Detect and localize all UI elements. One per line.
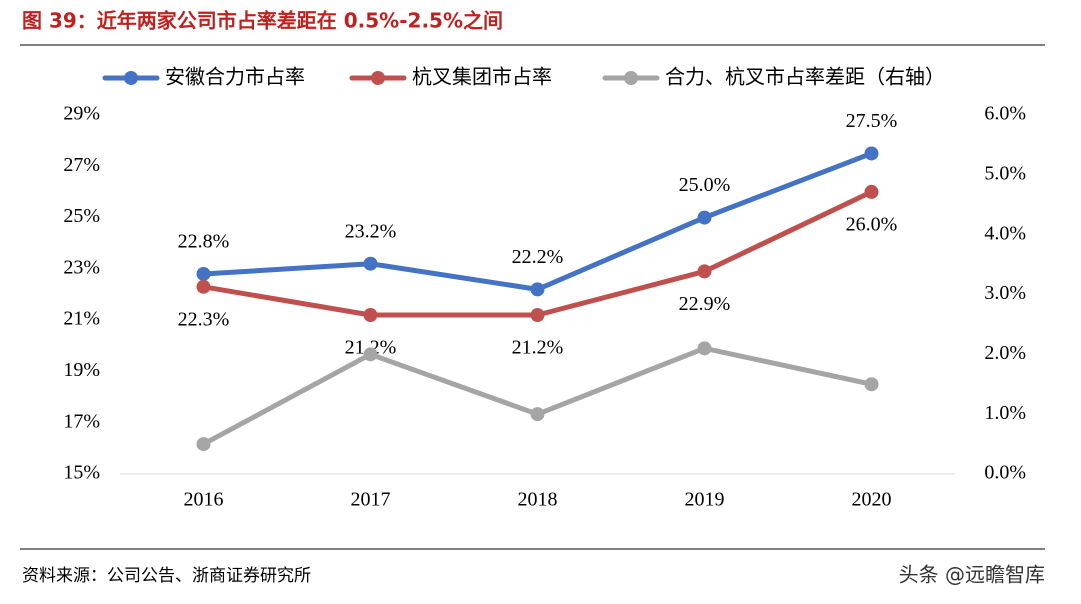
watermark: 头条 @远瞻智库 [899, 563, 1045, 587]
data-point [530, 282, 545, 297]
legend-marker [371, 71, 385, 85]
data-point [196, 266, 211, 281]
data-point [864, 184, 879, 199]
data-label: 23.2% [345, 220, 397, 242]
data-point [864, 377, 879, 392]
y2-tick-label: 6.0% [984, 103, 1026, 125]
data-label: 27.5% [846, 110, 898, 132]
series-line [202, 345, 873, 447]
data-label: 26.0% [846, 214, 898, 236]
data-point [530, 407, 545, 422]
x-tick-label: 2020 [852, 489, 892, 511]
data-label: 22.8% [178, 231, 230, 253]
legend-label: 合力、杭叉市占率差距（右轴） [665, 65, 945, 89]
y-tick-label: 23% [63, 256, 100, 278]
y2-tick-label: 4.0% [984, 222, 1026, 244]
legend-label: 安徽合力市占率 [165, 65, 305, 89]
y-tick-label: 21% [63, 308, 100, 330]
data-point [864, 146, 879, 161]
data-point [363, 256, 378, 271]
data-point [196, 279, 211, 294]
data-point [363, 347, 378, 362]
y2-tick-label: 1.0% [984, 402, 1026, 424]
x-tick-label: 2016 [184, 489, 224, 511]
data-label: 22.2% [512, 246, 564, 268]
data-point [530, 308, 545, 323]
series-line [203, 151, 873, 292]
data-label: 22.3% [178, 308, 230, 330]
data-label: 22.9% [679, 293, 731, 315]
y-tick-label: 27% [63, 154, 100, 176]
y2-tick-label: 2.0% [984, 342, 1026, 364]
y2-tick-label: 0.0% [984, 462, 1026, 484]
data-point [697, 210, 712, 225]
legend-label: 杭叉集团市占率 [412, 65, 552, 89]
y-tick-label: 19% [63, 359, 100, 381]
x-tick-label: 2018 [518, 489, 558, 511]
x-tick-label: 2019 [685, 489, 725, 511]
data-point [697, 341, 712, 356]
data-label: 25.0% [679, 174, 731, 196]
data-point [196, 437, 211, 452]
y-tick-label: 17% [63, 410, 100, 432]
data-point [697, 264, 712, 279]
data-label: 21.2% [512, 337, 564, 359]
legend-marker [124, 71, 138, 85]
source: 资料来源：公司公告、浙商证券研究所 [22, 566, 311, 586]
y-tick-label: 15% [63, 462, 100, 484]
data-point [363, 308, 378, 323]
chart-title: 图 39：近年两家公司市占率差距在 0.5%-2.5%之间 [22, 9, 503, 33]
x-tick-label: 2017 [351, 489, 391, 511]
y-tick-label: 25% [63, 205, 100, 227]
legend-marker [624, 71, 638, 85]
y2-tick-label: 5.0% [984, 162, 1026, 184]
y-tick-label: 29% [63, 103, 100, 125]
y2-tick-label: 3.0% [984, 282, 1026, 304]
